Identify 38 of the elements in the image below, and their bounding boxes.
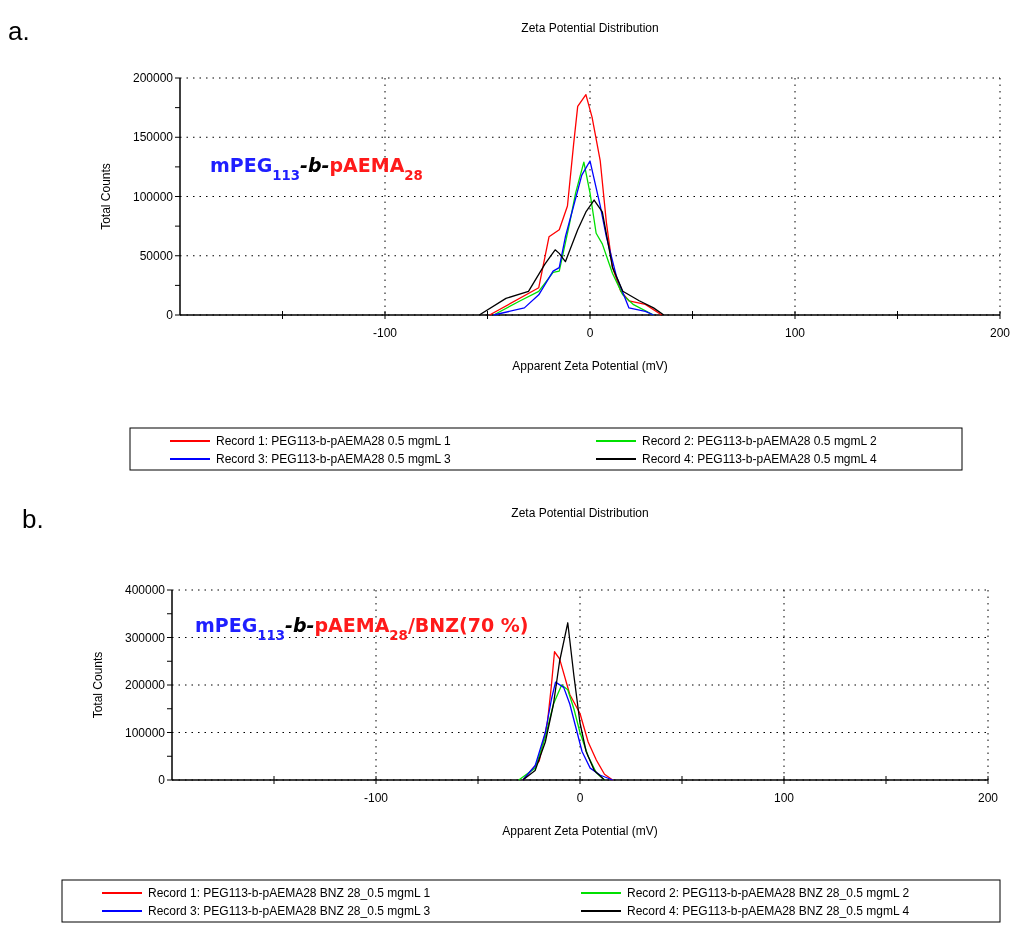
x-tick-label: 0 (586, 326, 594, 340)
y-tick-label: 200000 (124, 678, 166, 692)
line-series (522, 681, 614, 781)
x-axis-title: Apparent Zeta Potential (mV) (502, 824, 658, 838)
annotation: mPEG$_{113}$-b-pAEMA$_{28}$ (210, 154, 423, 183)
text: a. (8, 16, 30, 46)
y-tick-label: 300000 (124, 630, 166, 645)
x-tick-label: 0 (576, 791, 584, 805)
legend-label: Record 4: PEG113-b-pAEMA28 BNZ 28_0.5 mgmL 4 (627, 904, 910, 918)
annotation: mPEG$_{113}$-b-pAEMA$_{28}$/BNZ(70 %) (195, 614, 529, 643)
legend-label: Record 4: PEG113-b-pAEMA28 0.5 mgmL 4 (642, 452, 878, 466)
y-tick-label: 0 (166, 308, 174, 322)
legend-label: Record 2: PEG113-b-pAEMA28 BNZ 28_0.5 mgmL 2 (627, 886, 910, 900)
x-tick-label: 200 (989, 326, 1011, 340)
y-axis-title: Total Counts (91, 651, 105, 719)
x-tick-label: -100 (363, 791, 389, 805)
y-tick-label: 200000 (132, 71, 174, 85)
x-axis-title: Apparent Zeta Potential (mV) (512, 359, 668, 373)
y-tick-label: 100000 (124, 725, 166, 740)
x-tick-label: 200 (977, 791, 999, 805)
legend-label: Record 1: PEG113-b-pAEMA28 BNZ 28_0.5 mgmL 1 (148, 886, 431, 900)
legend-label: Record 3: PEG113-b-pAEMA28 BNZ 28_0.5 mgmL 3 (148, 904, 431, 918)
y-tick-label: 150000 (132, 130, 174, 145)
y-tick-label: 400000 (124, 583, 166, 597)
x-tick-label: 100 (773, 791, 795, 805)
x-tick-label: -100 (372, 326, 398, 340)
line-series (488, 93, 663, 316)
y-tick-label: 0 (158, 773, 166, 787)
y-tick-label: 50000 (139, 248, 174, 263)
text: b. (22, 504, 44, 534)
y-tick-label: 100000 (132, 189, 174, 204)
x-tick-label: 100 (784, 326, 806, 340)
y-axis-title: Total Counts (99, 163, 113, 230)
legend-label: Record 1: PEG113-b-pAEMA28 0.5 mgmL 1 (216, 434, 452, 448)
legend-label: Record 2: PEG113-b-pAEMA28 0.5 mgmL 2 (642, 434, 878, 448)
chart-title: Zeta Potential Distribution (521, 21, 659, 35)
chart-title: Zeta Potential Distribution (511, 506, 649, 520)
legend-label: Record 3: PEG113-b-pAEMA28 0.5 mgmL 3 (216, 452, 452, 466)
